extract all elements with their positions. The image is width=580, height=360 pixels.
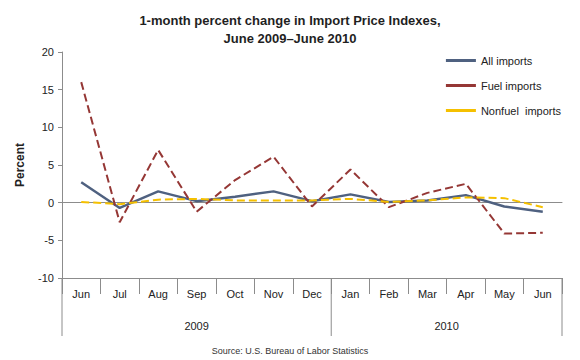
svg-text:Oct: Oct (227, 288, 244, 300)
svg-text:Mar: Mar (418, 288, 437, 300)
svg-text:2009: 2009 (184, 320, 208, 332)
svg-text:5: 5 (48, 159, 54, 171)
svg-text:-5: -5 (44, 234, 54, 246)
svg-text:Sep: Sep (187, 288, 207, 300)
svg-text:-10: -10 (38, 272, 54, 284)
svg-text:Aug: Aug (148, 288, 168, 300)
svg-text:10: 10 (42, 121, 54, 133)
svg-text:Apr: Apr (457, 288, 474, 300)
svg-text:Jun: Jun (72, 288, 90, 300)
svg-text:Nov: Nov (264, 288, 284, 300)
svg-text:Source: U.S. Bureau of Labor S: Source: U.S. Bureau of Labor Statistics (212, 346, 369, 356)
svg-text:June 2009–June 2010: June 2009–June 2010 (224, 31, 357, 46)
svg-text:2010: 2010 (434, 320, 458, 332)
svg-text:1-month percent change in Impo: 1-month percent change in Import Price I… (139, 13, 440, 28)
svg-text:Fuel imports: Fuel imports (481, 80, 542, 92)
svg-text:Nonfuel imports: Nonfuel imports (481, 105, 562, 117)
svg-text:Feb: Feb (379, 288, 398, 300)
svg-text:Jun: Jun (534, 288, 552, 300)
svg-text:20: 20 (42, 46, 54, 58)
svg-text:Percent: Percent (13, 143, 27, 187)
svg-text:Dec: Dec (302, 288, 322, 300)
svg-text:0: 0 (48, 197, 54, 209)
svg-text:Jan: Jan (342, 288, 360, 300)
svg-text:May: May (494, 288, 515, 300)
svg-text:All imports: All imports (481, 55, 533, 67)
svg-text:15: 15 (42, 84, 54, 96)
svg-text:Jul: Jul (113, 288, 127, 300)
